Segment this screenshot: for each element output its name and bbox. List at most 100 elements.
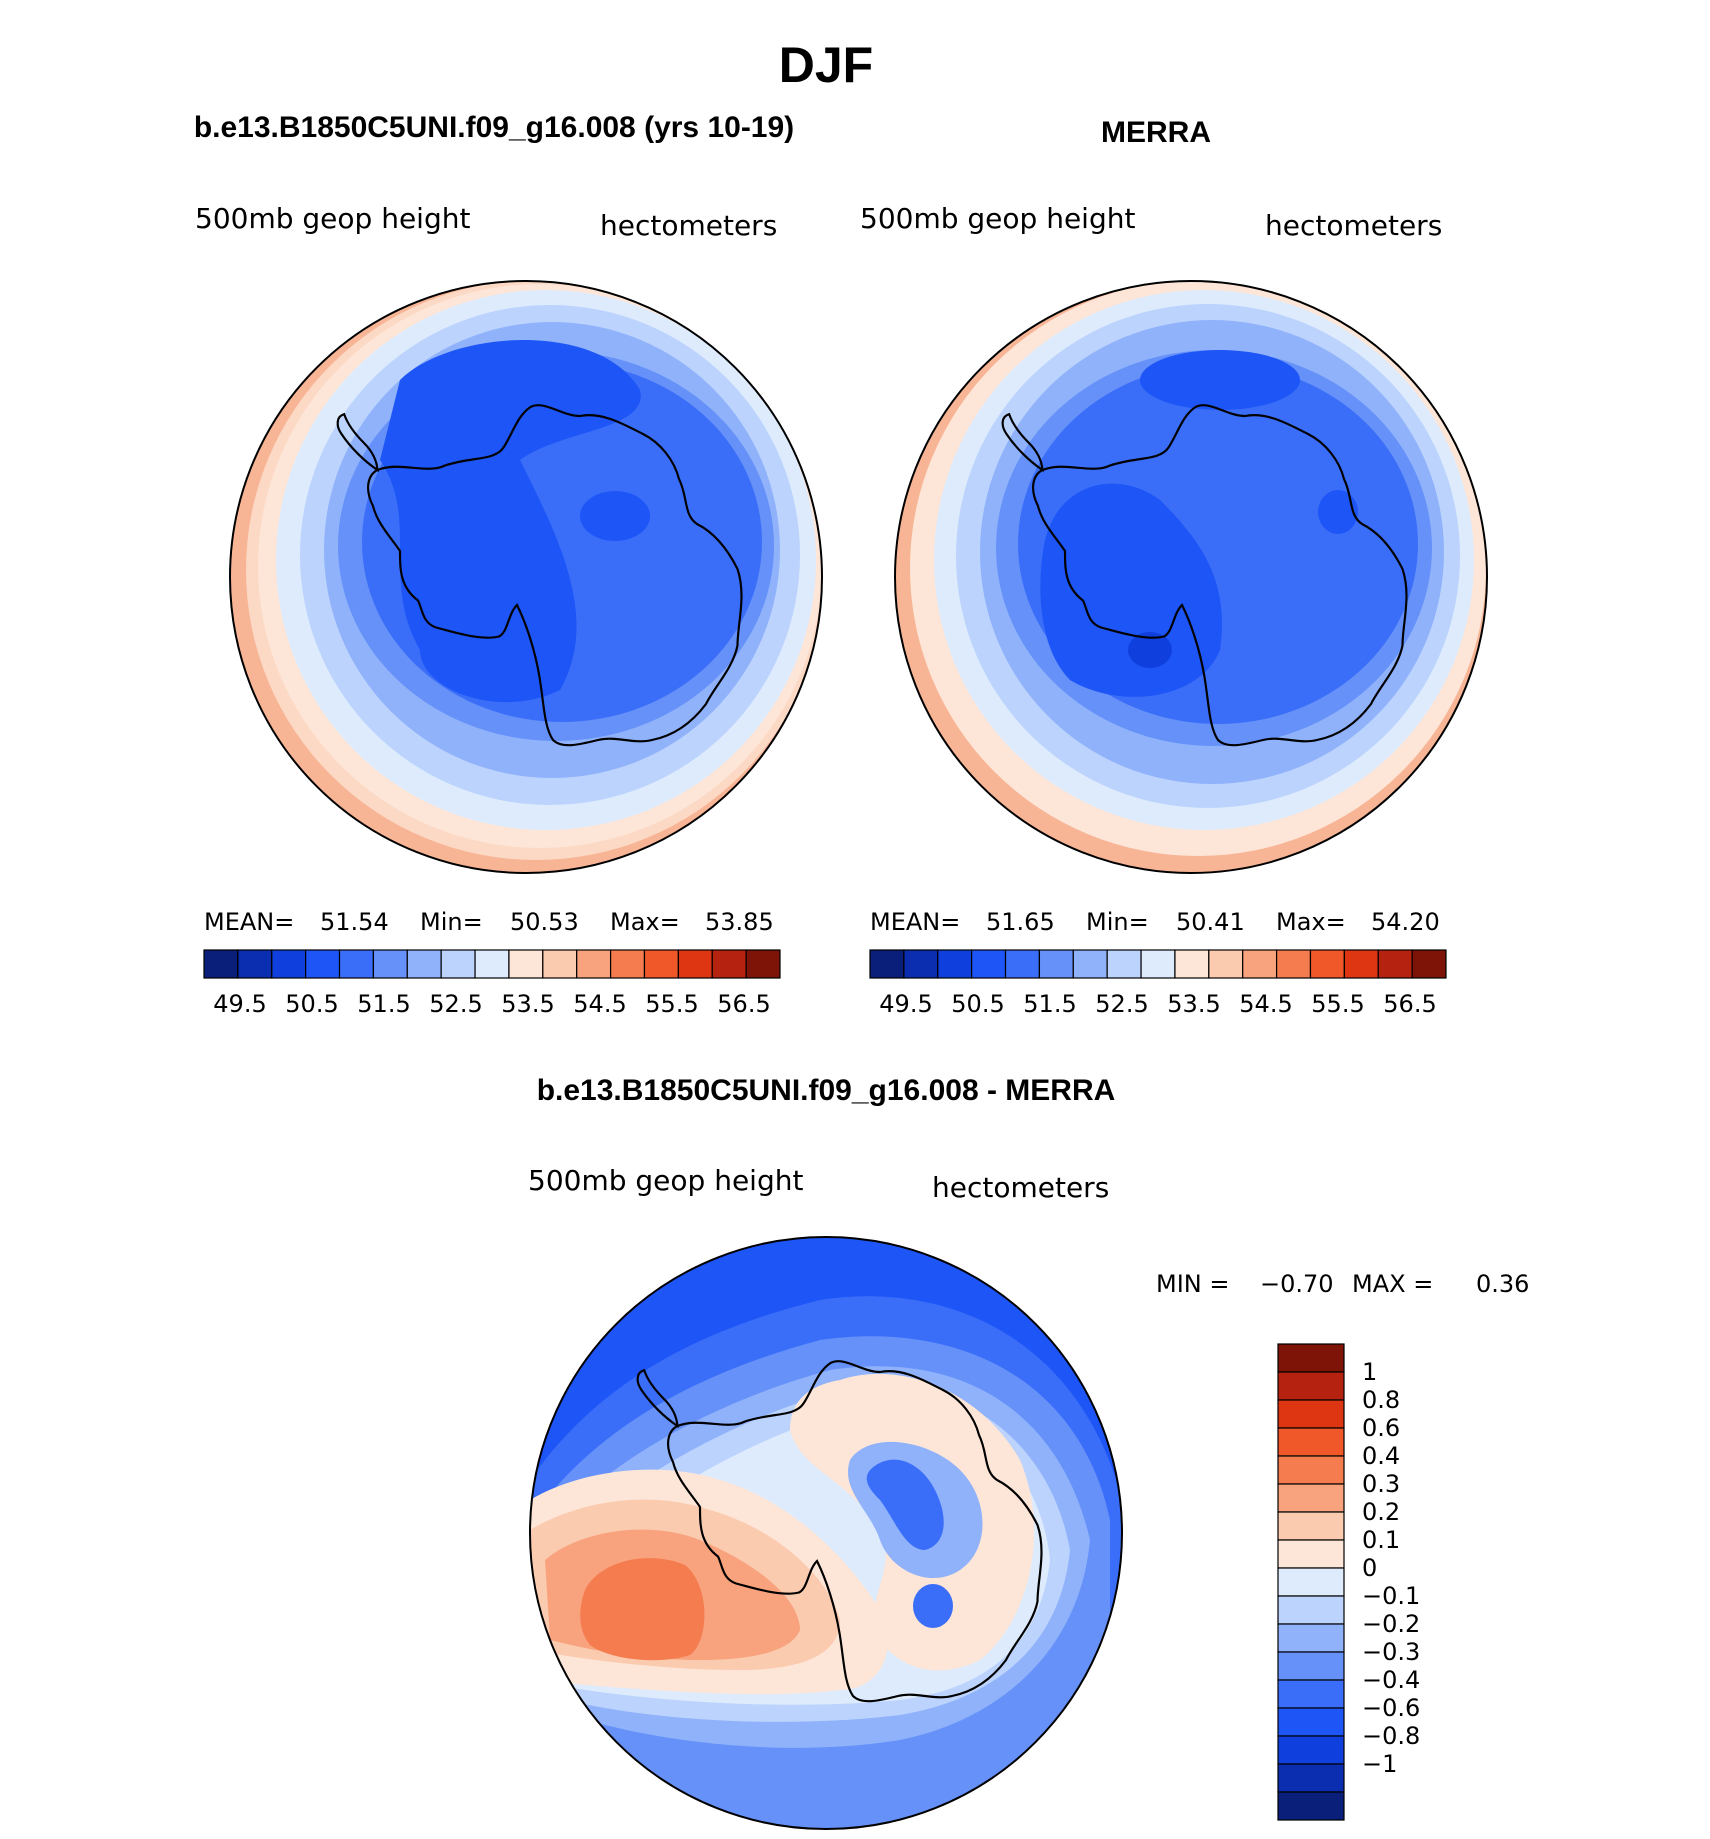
svg-text:54.5: 54.5 xyxy=(1239,990,1292,1018)
svg-text:56.5: 56.5 xyxy=(717,990,770,1018)
colorbar-swatch xyxy=(1277,1399,1345,1429)
svg-text:53.85: 53.85 xyxy=(705,908,774,936)
colorbar-swatch xyxy=(203,949,239,979)
colorbar-swatch xyxy=(677,949,713,979)
colorbar-tick-label: 0.8 xyxy=(1362,1386,1400,1414)
svg-text:55.5: 55.5 xyxy=(645,990,698,1018)
polar-map-model xyxy=(230,281,822,873)
panel-merra: MERRA 500mb geop height hectometers MEAN… xyxy=(860,116,1488,1018)
colorbar-swatch xyxy=(508,949,544,979)
variable-label-merra: 500mb geop height xyxy=(860,202,1135,235)
colorbar-swatch xyxy=(1343,949,1379,979)
svg-text:MEAN=: MEAN= xyxy=(870,908,960,936)
svg-text:0.36: 0.36 xyxy=(1476,1270,1529,1298)
colorbar-swatch xyxy=(474,949,510,979)
svg-text:56.5: 56.5 xyxy=(1383,990,1436,1018)
colorbar-swatch xyxy=(1277,1735,1345,1765)
colorbar-tick-label: −0.1 xyxy=(1362,1582,1420,1610)
colorbar-swatch xyxy=(1277,1567,1345,1597)
panel-heading-model: b.e13.B1850C5UNI.f09_g16.008 (yrs 10-19) xyxy=(194,111,794,144)
svg-text:51.5: 51.5 xyxy=(357,990,410,1018)
colorbar-swatch xyxy=(1277,1427,1345,1457)
svg-text:52.5: 52.5 xyxy=(429,990,482,1018)
colorbar-swatch xyxy=(1174,949,1210,979)
polar-map-difference xyxy=(530,1237,1122,1829)
colorbar-swatch xyxy=(372,949,408,979)
svg-text:MEAN=: MEAN= xyxy=(204,908,294,936)
colorbar-tick-label: −0.4 xyxy=(1362,1666,1420,1694)
units-label-model: hectometers xyxy=(600,209,777,242)
svg-text:53.5: 53.5 xyxy=(501,990,554,1018)
colorbar-swatch xyxy=(1277,1651,1345,1681)
units-label-difference: hectometers xyxy=(932,1171,1109,1204)
svg-text:51.5: 51.5 xyxy=(1023,990,1076,1018)
svg-text:50.5: 50.5 xyxy=(285,990,338,1018)
svg-text:53.5: 53.5 xyxy=(1167,990,1220,1018)
colorbar-swatch xyxy=(643,949,679,979)
panel-difference: b.e13.B1850C5UNI.f09_g16.008 - MERRA 500… xyxy=(528,1074,1529,1830)
colorbar-model xyxy=(203,949,781,979)
colorbar-labels-difference: 10.80.60.40.30.20.10−0.1−0.2−0.3−0.4−0.6… xyxy=(1362,1358,1420,1778)
colorbar-labels-merra: 49.5 50.5 51.5 52.5 53.5 54.5 55.5 56.5 xyxy=(879,990,1436,1018)
colorbar-tick-label: 0.6 xyxy=(1362,1414,1400,1442)
colorbar-swatch xyxy=(237,949,273,979)
colorbar-tick-label: 0.1 xyxy=(1362,1526,1400,1554)
variable-label-difference: 500mb geop height xyxy=(528,1164,803,1197)
units-label-merra: hectometers xyxy=(1265,209,1442,242)
colorbar-tick-label: −0.8 xyxy=(1362,1722,1420,1750)
svg-text:51.54: 51.54 xyxy=(320,908,389,936)
panel-model: b.e13.B1850C5UNI.f09_g16.008 (yrs 10-19)… xyxy=(194,111,823,1018)
colorbar-swatch xyxy=(1277,1371,1345,1401)
colorbar-swatch xyxy=(1277,1623,1345,1653)
polar-map-merra xyxy=(895,281,1487,873)
colorbar-swatch xyxy=(440,949,476,979)
colorbar-swatch xyxy=(576,949,612,979)
figure-title: DJF xyxy=(779,37,873,93)
svg-text:Min=: Min= xyxy=(420,908,483,936)
colorbar-swatch xyxy=(271,949,307,979)
colorbar-swatch xyxy=(1004,949,1041,979)
colorbar-swatch xyxy=(1242,949,1278,979)
colorbar-swatch xyxy=(1277,1679,1345,1709)
colorbar-swatch xyxy=(338,949,375,979)
svg-text:55.5: 55.5 xyxy=(1311,990,1364,1018)
colorbar-swatch xyxy=(1106,949,1142,979)
svg-text:54.5: 54.5 xyxy=(573,990,626,1018)
colorbar-swatch xyxy=(1377,949,1413,979)
svg-text:54.20: 54.20 xyxy=(1371,908,1440,936)
colorbar-tick-label: 0.4 xyxy=(1362,1442,1400,1470)
panel-heading-difference: b.e13.B1850C5UNI.f09_g16.008 - MERRA xyxy=(537,1074,1116,1107)
colorbar-swatch xyxy=(1140,949,1176,979)
colorbar-tick-label: 0 xyxy=(1362,1554,1377,1582)
colorbar-swatch xyxy=(971,949,1007,979)
colorbar-swatch xyxy=(937,949,973,979)
colorbar-swatch xyxy=(542,949,578,979)
colorbar-swatch xyxy=(745,949,781,979)
svg-text:−0.70: −0.70 xyxy=(1260,1270,1334,1298)
colorbar-swatch xyxy=(1277,1455,1345,1485)
svg-text:Max=: Max= xyxy=(1276,908,1346,936)
colorbar-labels-model: 49.5 50.5 51.5 52.5 53.5 54.5 55.5 56.5 xyxy=(213,990,770,1018)
svg-text:50.5: 50.5 xyxy=(951,990,1004,1018)
colorbar-swatch xyxy=(406,949,442,979)
colorbar-swatch xyxy=(1277,1595,1345,1625)
svg-text:Max=: Max= xyxy=(610,908,680,936)
colorbar-merra xyxy=(869,949,1447,979)
colorbar-swatch xyxy=(1038,949,1074,979)
colorbar-swatch xyxy=(609,949,646,979)
colorbar-swatch xyxy=(1277,1511,1345,1541)
svg-text:49.5: 49.5 xyxy=(879,990,932,1018)
colorbar-tick-label: −1 xyxy=(1362,1750,1397,1778)
colorbar-swatch xyxy=(1208,949,1244,979)
colorbar-tick-label: −0.2 xyxy=(1362,1610,1420,1638)
stats-merra: MEAN= 51.65 Min= 50.41 Max= 54.20 xyxy=(870,908,1440,936)
colorbar-swatch xyxy=(1309,949,1345,979)
colorbar-tick-label: 0.2 xyxy=(1362,1498,1400,1526)
svg-text:MIN =: MIN = xyxy=(1156,1270,1229,1298)
colorbar-swatch xyxy=(1411,949,1447,979)
colorbar-tick-label: 1 xyxy=(1362,1358,1377,1386)
colorbar-tick-label: −0.3 xyxy=(1362,1638,1420,1666)
svg-text:Min=: Min= xyxy=(1086,908,1149,936)
colorbar-swatch xyxy=(305,949,341,979)
